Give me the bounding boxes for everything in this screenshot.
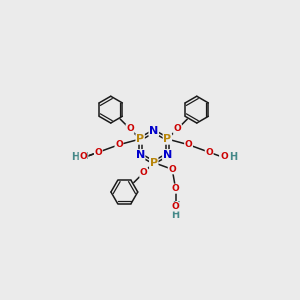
Text: O: O [140,168,148,177]
Text: O: O [168,165,176,174]
Text: O: O [205,148,213,157]
Text: O: O [94,148,102,157]
Text: O: O [185,140,192,149]
Text: O: O [172,184,179,193]
Text: P: P [150,158,158,168]
Text: H: H [220,152,227,161]
Text: N: N [163,150,172,160]
Text: O: O [174,124,182,134]
Text: H: H [71,152,79,162]
Text: H: H [229,152,237,162]
Text: P: P [163,134,171,144]
Text: N: N [136,150,145,160]
Text: H: H [172,210,180,220]
Text: H: H [80,152,88,161]
Text: N: N [149,126,158,136]
Text: O: O [115,140,123,149]
Text: O: O [126,124,134,134]
Text: O: O [220,152,228,161]
Text: O: O [79,152,87,161]
Text: P: P [136,134,144,144]
Text: H: H [172,202,179,211]
Text: O: O [172,202,179,211]
